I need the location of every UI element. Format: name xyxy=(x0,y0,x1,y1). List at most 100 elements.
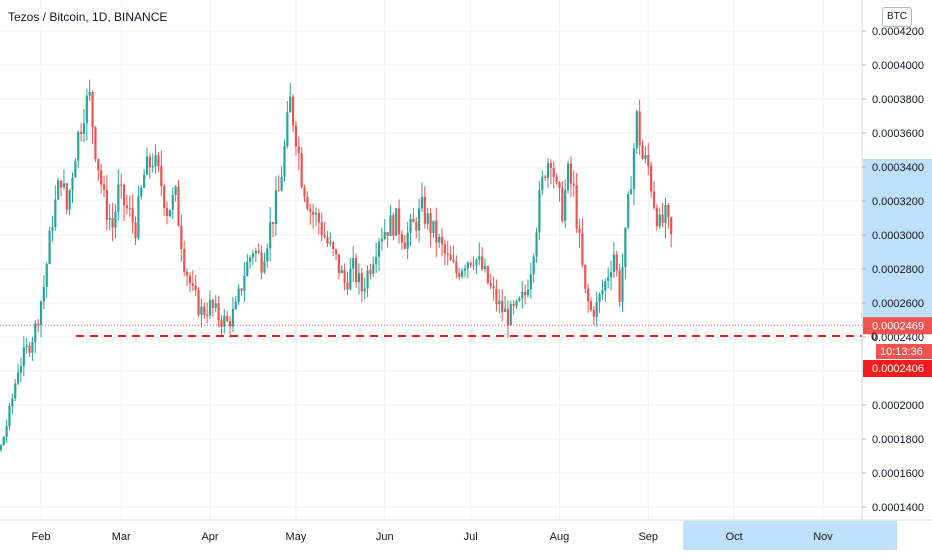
candle-body xyxy=(667,205,670,218)
candle-body xyxy=(214,303,217,308)
candle-body xyxy=(154,155,157,167)
candle-body xyxy=(415,222,418,231)
candle-body xyxy=(223,315,226,327)
candle-body xyxy=(664,205,667,223)
candle-body xyxy=(650,165,653,192)
candle-body xyxy=(200,306,203,315)
time-tick-label: Mar xyxy=(112,531,131,543)
candle-body xyxy=(655,207,658,227)
candle-body xyxy=(604,281,607,291)
candle-body xyxy=(234,301,237,309)
candle-body xyxy=(644,154,647,159)
candle-body xyxy=(59,180,63,188)
candle-body xyxy=(472,264,475,266)
candle-body xyxy=(97,159,100,171)
candle-body xyxy=(22,347,25,367)
symbol-title[interactable]: Tezos / Bitcoin, 1D, BINANCE xyxy=(8,10,168,24)
candle-body xyxy=(440,236,444,245)
candle-body xyxy=(11,398,14,406)
candle-body xyxy=(45,264,48,288)
candle-body xyxy=(80,132,83,134)
candle-body xyxy=(389,215,392,236)
time-tick-label: Sep xyxy=(638,531,658,543)
candle-body xyxy=(486,266,489,283)
candle-body xyxy=(495,288,498,304)
candle-body xyxy=(231,308,235,327)
candle-body xyxy=(452,259,455,262)
candle-body xyxy=(343,269,346,283)
candle-body xyxy=(521,291,524,299)
candle-body xyxy=(541,176,544,191)
candle-body xyxy=(412,218,415,223)
candle-body xyxy=(420,196,424,209)
candle-body xyxy=(366,270,369,289)
candle-body xyxy=(481,256,484,269)
candle-body xyxy=(589,301,593,310)
candle-body xyxy=(503,308,507,313)
candle-body xyxy=(449,254,452,260)
candle-body xyxy=(266,248,269,262)
candle-body xyxy=(88,91,91,96)
candle-body xyxy=(426,213,429,224)
candle-body xyxy=(632,148,636,190)
candle-body xyxy=(629,189,633,195)
axes[interactable]: 0.0001400 0.0001600 0.0001800 0.0002000 0.00… xyxy=(0,0,932,543)
candle-body xyxy=(475,259,478,266)
candle-body xyxy=(564,190,567,222)
candle-body xyxy=(165,208,169,217)
time-tick-label: Feb xyxy=(32,531,51,543)
candle-body xyxy=(400,234,404,243)
candle-body xyxy=(432,220,435,233)
candle-body xyxy=(658,214,661,227)
candle-body xyxy=(14,383,17,399)
candle-body xyxy=(25,345,28,348)
candle-body xyxy=(512,303,515,306)
candle-body xyxy=(515,300,518,306)
candle-body xyxy=(501,300,504,313)
candle-body xyxy=(91,91,94,128)
candle-body xyxy=(220,320,223,327)
candle-body xyxy=(392,215,395,236)
candle-body xyxy=(615,254,618,271)
candle-body xyxy=(140,187,143,197)
candle-body xyxy=(306,196,309,209)
candle-body xyxy=(558,182,561,189)
currency-badge[interactable]: BTC xyxy=(882,7,912,27)
candle-body xyxy=(254,250,257,254)
candle-body xyxy=(203,306,206,315)
candle-body xyxy=(670,217,673,234)
candle-body xyxy=(143,174,146,188)
candle-body xyxy=(277,190,280,192)
price-lines xyxy=(0,324,862,337)
time-tick-label: Oct xyxy=(726,531,743,543)
candle-body xyxy=(621,267,624,302)
candle-body xyxy=(363,288,366,292)
candle-body xyxy=(578,228,581,233)
candle-body xyxy=(334,249,338,255)
candle-body xyxy=(125,205,129,209)
candle-body xyxy=(584,264,587,289)
price-tick-label: 0.0002800 xyxy=(872,264,924,276)
candle-body xyxy=(48,230,51,265)
partial-tick-label: 0 xyxy=(871,331,877,343)
candle-body xyxy=(134,222,137,239)
candle-body xyxy=(5,426,8,437)
candle-body xyxy=(168,210,172,217)
candle-body xyxy=(260,252,263,273)
time-tick-label: Aug xyxy=(550,531,570,543)
price-axis-range-highlight xyxy=(863,159,932,331)
candle-body xyxy=(403,242,406,249)
candle-body xyxy=(137,196,140,239)
candle-body xyxy=(34,323,37,342)
candle-body xyxy=(323,235,326,238)
candle-body xyxy=(329,242,332,244)
candle-body xyxy=(532,256,535,275)
candle-body xyxy=(641,145,644,159)
candle-body xyxy=(114,211,117,228)
candle-body xyxy=(429,213,432,233)
candle-body xyxy=(498,300,501,304)
candle-body xyxy=(57,180,60,200)
candle-body xyxy=(300,153,303,188)
